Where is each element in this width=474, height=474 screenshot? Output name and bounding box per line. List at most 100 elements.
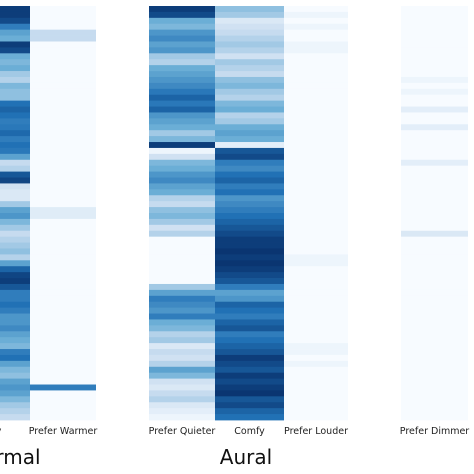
heatmap-cell [401, 236, 468, 243]
heatmap-cell [30, 76, 96, 84]
heatmap-cell [149, 248, 215, 255]
heatmap-cell [30, 354, 96, 362]
heatmap-cell [0, 378, 30, 385]
heatmap-cell [401, 29, 468, 36]
heatmap-cell [0, 343, 30, 350]
heatmap-cell [215, 76, 284, 84]
heatmap-cell [215, 213, 284, 220]
heatmap-cell [0, 289, 30, 297]
heatmap-cell [149, 295, 215, 303]
heatmap-cell [30, 118, 96, 125]
heatmap-cell [215, 307, 284, 314]
heatmap-cell [215, 266, 284, 273]
heatmap-cell [0, 17, 30, 25]
heatmap-cell [284, 278, 348, 285]
heatmap-cell [0, 230, 30, 238]
heatmap-cell [149, 35, 215, 42]
heatmap-cell [401, 195, 468, 202]
heatmap-cell [149, 76, 215, 84]
heatmap-cell [215, 130, 284, 137]
heatmap-cell [30, 372, 96, 379]
heatmap-cell [215, 319, 284, 326]
heatmap-cell [284, 414, 348, 421]
heatmap-cell [149, 236, 215, 243]
heatmap-cell [284, 136, 348, 143]
heatmap-cell [401, 106, 468, 113]
heatmap-cell [215, 59, 284, 66]
heatmap-cell [401, 289, 468, 297]
heatmap-cell [284, 337, 348, 344]
heatmap-cell [401, 189, 468, 196]
heatmap-cell [401, 360, 468, 368]
heatmap-cell [30, 331, 96, 338]
heatmap-cell [215, 372, 284, 379]
heatmap-cell [401, 147, 468, 155]
heatmap-cell [0, 396, 30, 403]
heatmap-cell [0, 6, 30, 13]
heatmap-cell [30, 242, 96, 249]
heatmap-cell [0, 283, 30, 291]
heatmap-cell [215, 71, 284, 78]
heatmap-cell [30, 301, 96, 309]
heatmap-cell [401, 59, 468, 66]
heatmap-cell [0, 207, 30, 214]
heatmap-cell [149, 283, 215, 291]
heatmap-cell [149, 159, 215, 167]
heatmap-cell [149, 325, 215, 332]
heatmap-cell [30, 147, 96, 155]
heatmap-cell [401, 165, 468, 172]
heatmap-cell [149, 195, 215, 202]
heatmap-cell [284, 59, 348, 66]
heatmap-cell [30, 142, 96, 149]
heatmap-cell [284, 41, 348, 48]
heatmap-cell [0, 171, 30, 178]
heatmap-cell [149, 343, 215, 350]
heatmap-cell [0, 195, 30, 202]
heatmap-cell [215, 11, 284, 19]
heatmap-cell [284, 408, 348, 415]
heatmap-cell [149, 230, 215, 238]
heatmap-cell [284, 378, 348, 385]
column-label: Prefer Warmer [29, 426, 98, 437]
heatmap-cell [284, 71, 348, 78]
heatmap-cell [30, 319, 96, 326]
heatmap-cell [149, 106, 215, 113]
heatmap-cell [284, 165, 348, 172]
heatmap-cell [401, 313, 468, 320]
heatmap-cell [149, 65, 215, 72]
heatmap-cell [30, 278, 96, 285]
heatmap-cell [401, 384, 468, 391]
heatmap-cell [215, 6, 284, 13]
heatmap-cell [149, 118, 215, 125]
heatmap-cell [284, 289, 348, 297]
heatmap-cell [149, 372, 215, 379]
heatmap-cell [215, 165, 284, 172]
heatmap-cell [401, 207, 468, 214]
heatmap-cell [215, 295, 284, 303]
column-label: Comfy [234, 426, 265, 437]
heatmap-cell [30, 124, 96, 131]
heatmap-cell [284, 248, 348, 255]
heatmap-cell [215, 384, 284, 391]
heatmap-cell [215, 195, 284, 202]
heatmap-cell [401, 390, 468, 397]
heatmap-cell [401, 213, 468, 220]
heatmap-cell [215, 248, 284, 255]
heatmap-cell [149, 289, 215, 297]
heatmap-cell [401, 248, 468, 255]
heatmap-cell [401, 301, 468, 309]
heatmap-cell [30, 414, 96, 421]
heatmap-cell [401, 295, 468, 303]
heatmap-cell [215, 278, 284, 285]
column-label: fy [0, 426, 2, 437]
heatmap-cell [215, 224, 284, 232]
heatmap-cell [149, 82, 215, 90]
heatmap-cell [284, 402, 348, 409]
heatmap-cell [284, 177, 348, 184]
heatmap-cell [149, 147, 215, 155]
heatmap-cell [30, 41, 96, 48]
heatmap-cell [0, 390, 30, 397]
heatmap-cell [30, 189, 96, 196]
heatmap-cell [0, 124, 30, 131]
